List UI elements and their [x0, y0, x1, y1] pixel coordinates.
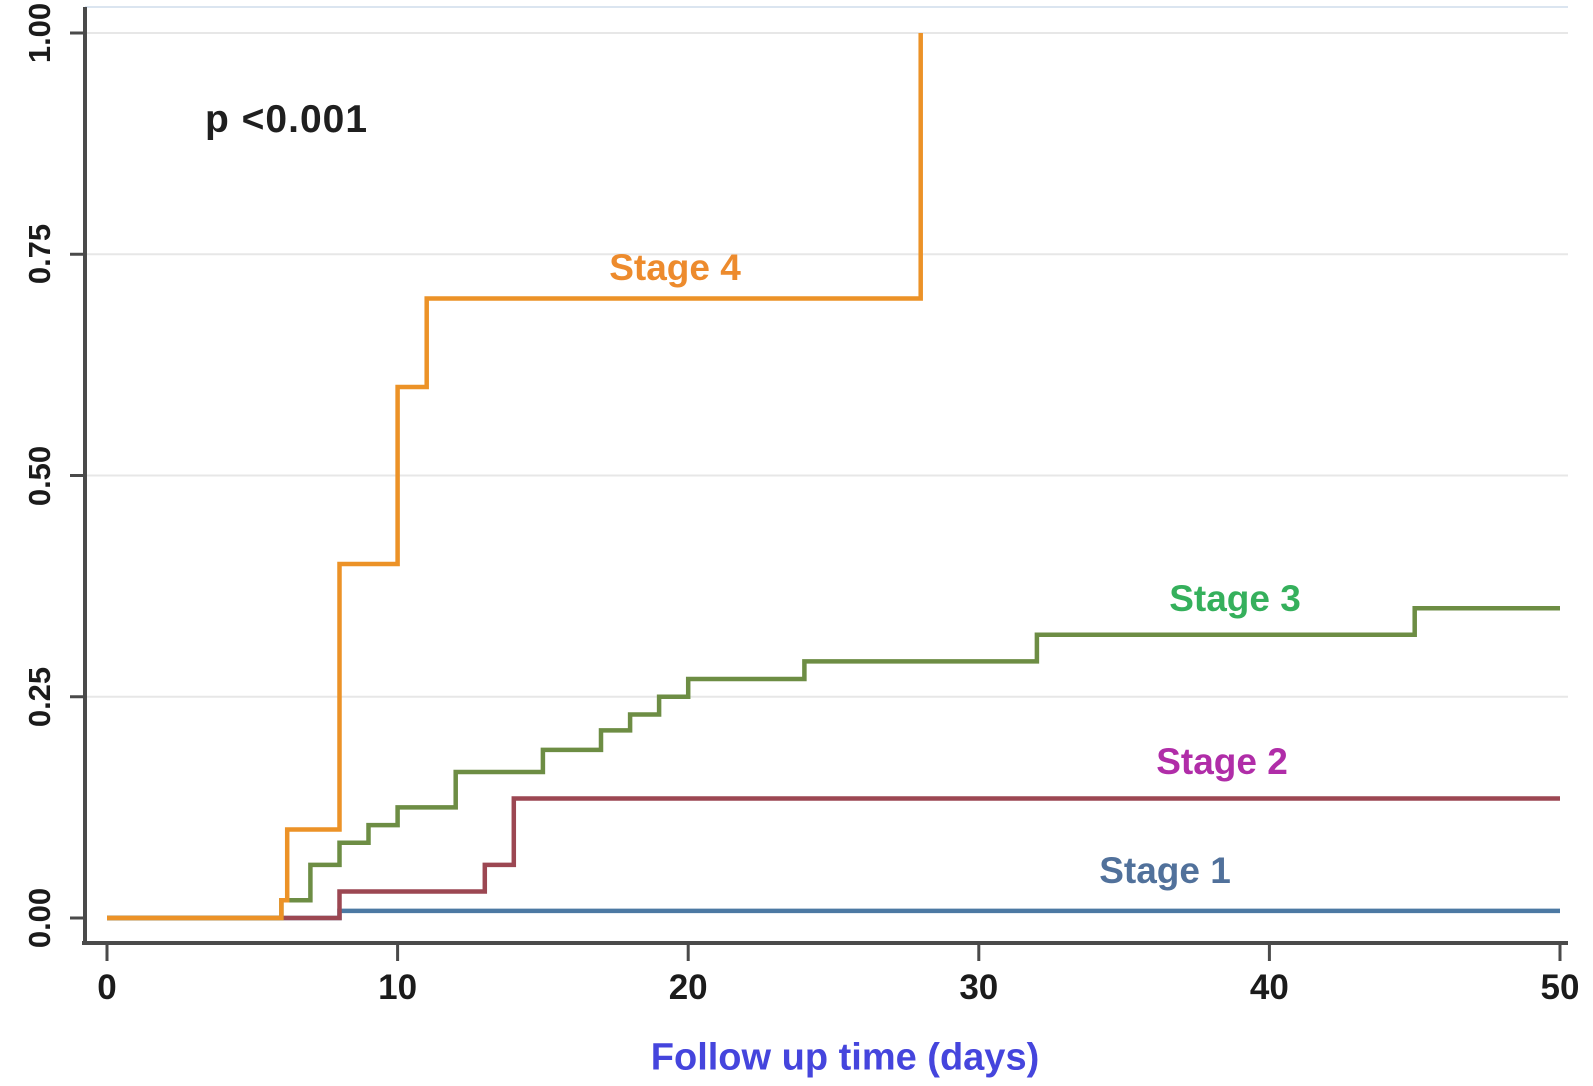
y-tick-label: 0.00	[22, 887, 57, 949]
curve-stage-3	[107, 606, 1560, 921]
y-tick-label: 0.50	[22, 445, 57, 506]
series-label-stage-4: Stage 4	[609, 247, 741, 288]
y-tick-label: 0.75	[22, 224, 57, 285]
p-value-annotation: p <0.001	[205, 98, 369, 141]
x-tick-label: 30	[959, 968, 999, 1007]
x-tick-label: 50	[1540, 968, 1580, 1007]
curve-stage-4	[107, 33, 923, 921]
x-tick-label: 0	[97, 968, 117, 1007]
y-tick-label: 0.25	[22, 666, 57, 727]
x-tick-label: 10	[378, 968, 418, 1007]
x-tick-label: 40	[1249, 968, 1289, 1007]
x-tick-label: 20	[668, 968, 708, 1007]
curve-stage-2	[107, 796, 1560, 921]
y-tick-label: 1.00	[22, 2, 57, 64]
x-axis-title: Follow up time (days)	[650, 1036, 1040, 1079]
series-label-stage-1: Stage 1	[1099, 850, 1231, 891]
series-label-stage-2: Stage 2	[1156, 741, 1288, 782]
series-label-stage-3: Stage 3	[1169, 578, 1301, 619]
